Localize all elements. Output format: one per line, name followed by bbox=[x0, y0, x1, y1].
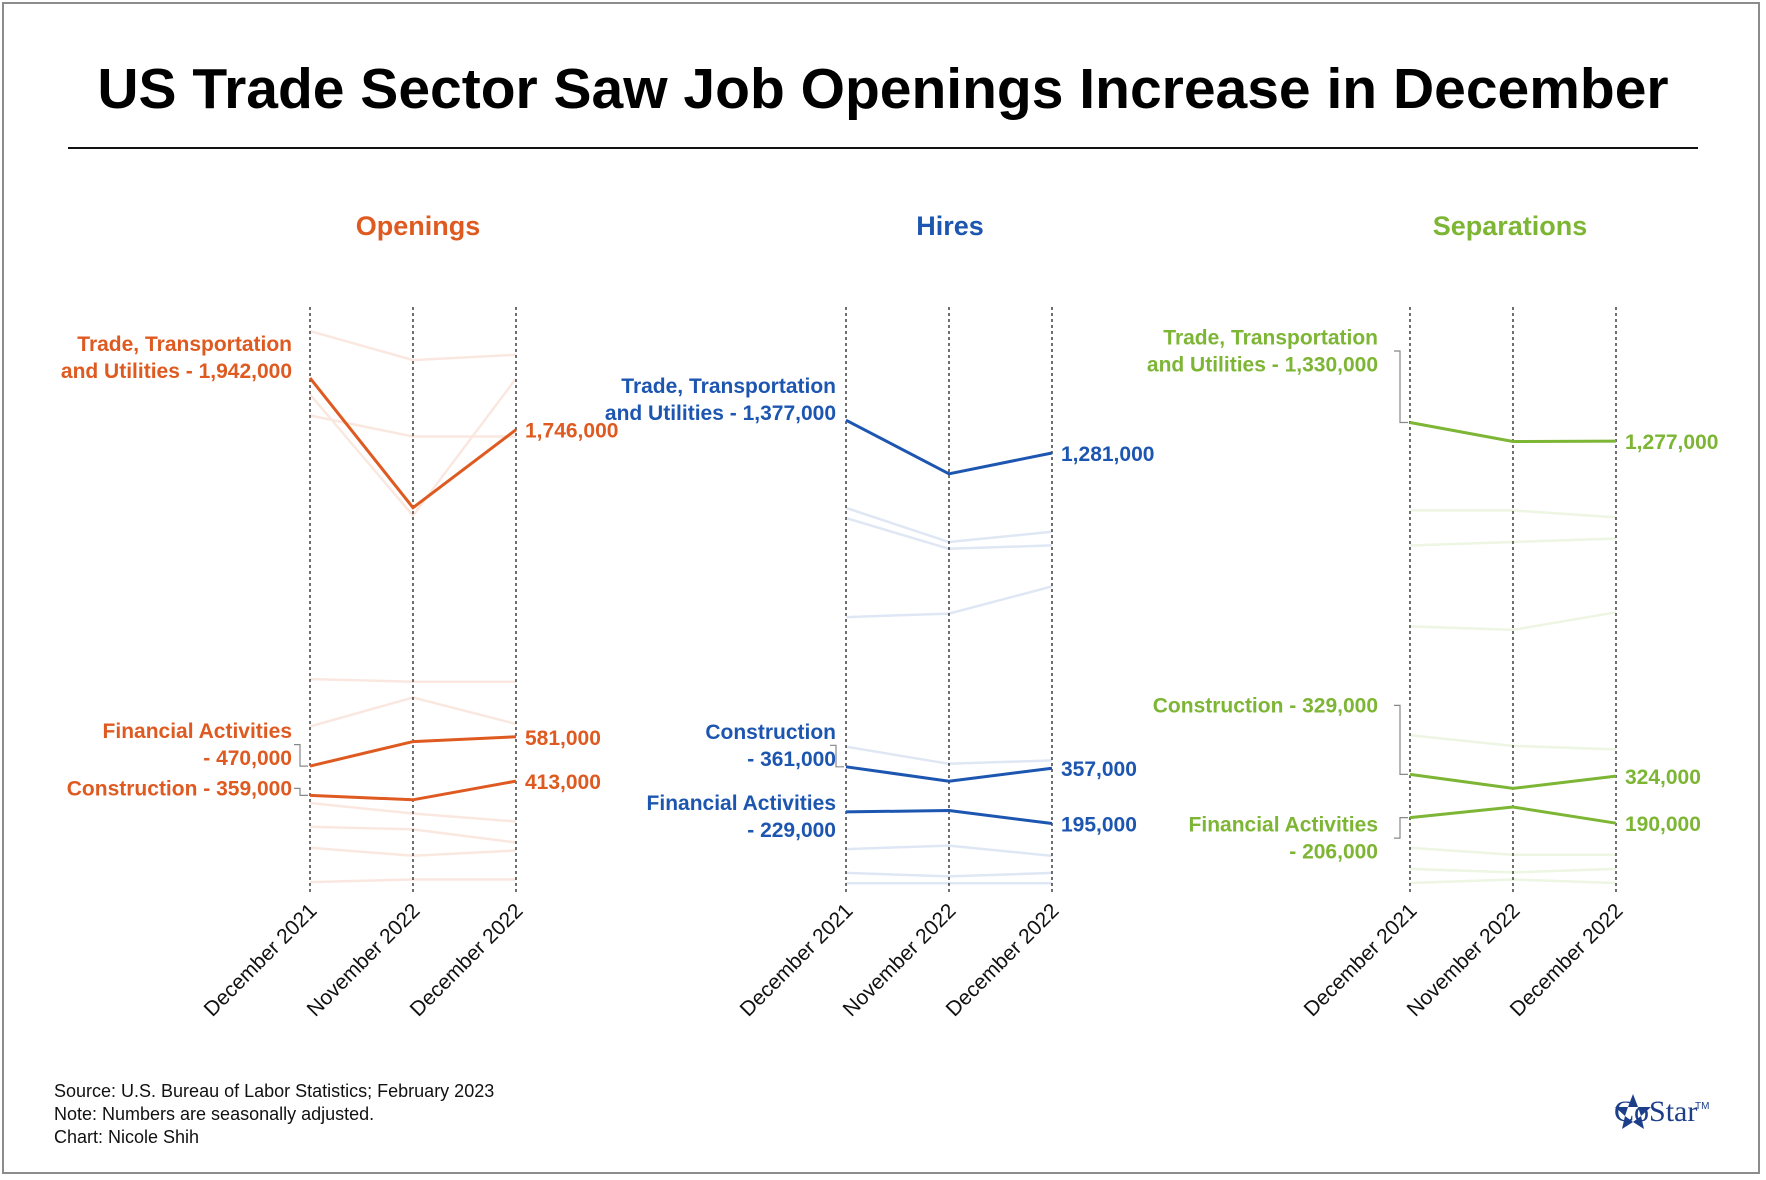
chart-credit: Chart: Nicole Shih bbox=[54, 1127, 200, 1147]
series-start-label-line: Financial Activities bbox=[1189, 814, 1378, 837]
costar-logo bbox=[1615, 1094, 1651, 1129]
series-start-label-line: Trade, Transportation bbox=[1163, 327, 1378, 350]
background-series-line bbox=[1409, 611, 1617, 632]
series-end-label: 1,277,000 bbox=[1625, 431, 1718, 454]
series-end-label: 1,746,000 bbox=[525, 420, 618, 443]
series-start-label: Financial Activities - 206,000 bbox=[1189, 814, 1378, 864]
series-start-label-line: Construction bbox=[705, 721, 836, 744]
series-end-label: 1,281,000 bbox=[1061, 443, 1154, 466]
series-start-label-line: - 361,000 bbox=[747, 748, 836, 771]
series-start-label-line: and Utilities - 1,330,000 bbox=[1147, 354, 1378, 377]
adjustment-note: Note: Numbers are seasonally adjusted. bbox=[54, 1104, 375, 1124]
background-series-line bbox=[845, 745, 1053, 766]
label-connector bbox=[1394, 350, 1408, 424]
label-connector bbox=[294, 787, 308, 796]
x-tick-label: December 2022 bbox=[942, 899, 1064, 1021]
x-tick-label: December 2022 bbox=[1506, 899, 1628, 1021]
series-start-label-line: and Utilities - 1,942,000 bbox=[61, 360, 292, 383]
series-start-label: Financial Activities - 470,000 bbox=[103, 720, 292, 770]
series-end-label: 357,000 bbox=[1061, 758, 1137, 781]
series-line bbox=[1409, 805, 1617, 825]
label-connector bbox=[1394, 817, 1408, 839]
series-start-label-line: - 229,000 bbox=[747, 819, 836, 842]
label-connector bbox=[830, 744, 844, 768]
series-start-label-line: Trade, Transportation bbox=[77, 333, 292, 356]
series-line bbox=[845, 808, 1053, 825]
panel-title: Hires bbox=[916, 211, 984, 241]
series-line bbox=[845, 418, 1053, 476]
background-series-line bbox=[845, 516, 1053, 551]
background-series-line bbox=[845, 871, 1053, 878]
series-start-label: Trade, Transportation and Utilities - 1,9… bbox=[61, 333, 292, 383]
series-end-label: 195,000 bbox=[1061, 814, 1137, 837]
series-start-label-line: Construction - 329,000 bbox=[1153, 694, 1378, 717]
background-series-line bbox=[845, 844, 1053, 858]
logo-trademark: TM bbox=[1695, 1101, 1710, 1112]
background-series-line bbox=[309, 377, 517, 518]
x-tick-label: December 2022 bbox=[406, 899, 528, 1021]
series-start-label: Construction - 361,000 bbox=[705, 721, 836, 771]
series-start-label-line: - 206,000 bbox=[1289, 841, 1378, 864]
source-note: Source: U.S. Bureau of Labor Statistics;… bbox=[54, 1081, 495, 1101]
title-divider bbox=[68, 147, 1698, 149]
label-connector bbox=[1394, 704, 1408, 775]
series-start-label-line: Trade, Transportation bbox=[621, 375, 836, 398]
series-line bbox=[309, 779, 517, 802]
series-start-label: Trade, Transportation and Utilities - 1,3… bbox=[1147, 327, 1378, 377]
series-start-label: Trade, Transportation and Utilities - 1,3… bbox=[605, 375, 836, 425]
series-start-label: Financial Activities - 229,000 bbox=[647, 792, 836, 842]
logo-wordmark: CoStar bbox=[1614, 1095, 1698, 1128]
series-line bbox=[1409, 772, 1617, 790]
series-start-label-line: Construction - 359,000 bbox=[67, 777, 292, 800]
series-start-label-line: Financial Activities bbox=[103, 720, 292, 743]
label-connector bbox=[294, 744, 308, 767]
series-start-label-line: and Utilities - 1,377,000 bbox=[605, 402, 836, 425]
background-series-line bbox=[1409, 878, 1617, 885]
series-end-label: 581,000 bbox=[525, 727, 601, 750]
page-title: US Trade Sector Saw Job Openings Increas… bbox=[97, 57, 1669, 121]
background-series-line bbox=[309, 329, 517, 362]
series-start-label: Construction - 359,000 bbox=[67, 777, 292, 800]
series-line bbox=[845, 765, 1053, 783]
series-line bbox=[1409, 421, 1617, 444]
panel-title: Openings bbox=[356, 211, 481, 241]
series-end-label: 190,000 bbox=[1625, 813, 1701, 836]
panel-title: Separations bbox=[1433, 211, 1588, 241]
series-start-label-line: Financial Activities bbox=[647, 792, 836, 815]
series-start-label: Construction - 329,000 bbox=[1153, 694, 1378, 717]
series-start-label-line: - 470,000 bbox=[203, 747, 292, 770]
series-line bbox=[308, 377, 517, 510]
series-end-label: 413,000 bbox=[525, 771, 601, 794]
series-end-label: 324,000 bbox=[1625, 766, 1701, 789]
series-line bbox=[309, 735, 517, 768]
background-series-line bbox=[1410, 509, 1617, 519]
